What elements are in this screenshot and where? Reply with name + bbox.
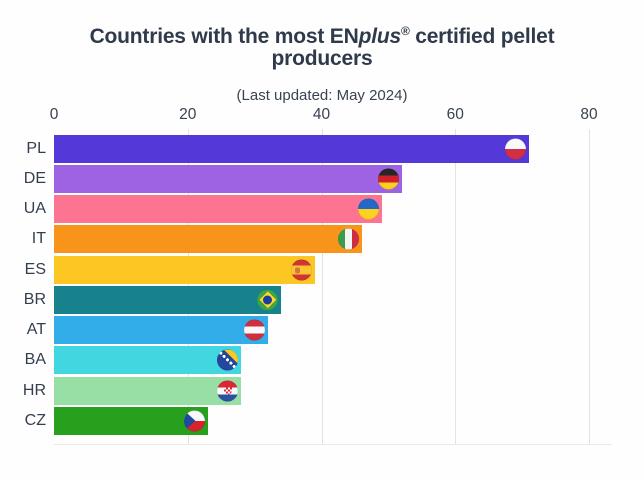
x-tick-label: 20 — [179, 106, 197, 123]
brazil-flag-icon — [257, 289, 279, 311]
x-tick-label: 0 — [49, 106, 59, 123]
italy-flag-icon — [337, 228, 359, 250]
bar-de — [54, 164, 402, 193]
x-tick-label: 60 — [446, 106, 464, 123]
title-text-1: Countries with the most EN — [89, 25, 359, 48]
poland-flag-icon — [504, 138, 526, 159]
category-label-ua: UA — [23, 200, 46, 217]
croatia-flag-icon — [217, 380, 239, 401]
bar-ba — [54, 346, 242, 375]
x-axis-line — [54, 444, 612, 445]
gridline — [589, 129, 590, 444]
category-label-pl: PL — [26, 139, 46, 157]
bar-pl — [54, 134, 529, 163]
gridline — [455, 129, 457, 444]
category-label-es: ES — [24, 260, 46, 278]
category-label-at: AT — [26, 321, 46, 338]
bar-es — [54, 255, 315, 284]
x-tick-label: 40 — [312, 106, 331, 123]
chart-title: Countries with the most ENplus® certifie… — [32, 24, 612, 70]
chart-subtitle: (Last updated: May 2024) — [236, 87, 408, 104]
gridline — [321, 129, 323, 444]
czechia-flag-icon — [183, 410, 205, 432]
germany-flag-icon — [377, 168, 399, 190]
category-label-it: IT — [31, 230, 46, 248]
bar-cz — [54, 406, 208, 435]
bar-at — [54, 316, 268, 344]
spain-flag-icon — [290, 259, 312, 280]
category-label-br: BR — [23, 290, 46, 308]
title-text-3: producers — [271, 47, 373, 70]
ukraine-flag-icon — [357, 198, 379, 220]
bosnia-herzegovina-flag-icon — [217, 349, 239, 371]
category-label-de: DE — [23, 169, 46, 187]
bar-br — [54, 285, 282, 314]
austria-flag-icon — [244, 319, 265, 341]
category-label-ba: BA — [24, 351, 46, 369]
bar-hr — [54, 376, 242, 405]
category-label-hr: HR — [22, 381, 46, 399]
x-tick-label: 80 — [580, 106, 598, 123]
registered-trademark-icon: ® — [400, 24, 410, 38]
category-label-cz: CZ — [24, 411, 46, 429]
title-text-italic: plus — [358, 25, 402, 48]
bar-ua — [54, 195, 382, 223]
title-text-2: certified pellet — [409, 25, 555, 48]
bar-it — [54, 225, 362, 254]
